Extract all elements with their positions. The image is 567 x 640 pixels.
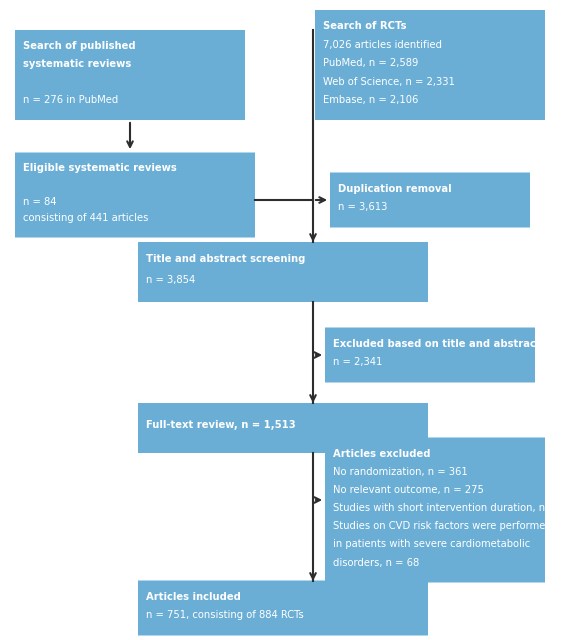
FancyBboxPatch shape — [138, 242, 428, 302]
Text: Articles included: Articles included — [146, 592, 241, 602]
Text: disorders, n = 68: disorders, n = 68 — [333, 557, 419, 568]
Text: Articles excluded: Articles excluded — [333, 449, 430, 459]
Text: Full-text review, n = 1,513: Full-text review, n = 1,513 — [146, 420, 295, 430]
Text: Search of RCTs: Search of RCTs — [323, 21, 407, 31]
Text: No randomization, n = 361: No randomization, n = 361 — [333, 467, 468, 477]
Text: consisting of 441 articles: consisting of 441 articles — [23, 214, 149, 223]
Text: n = 3,613: n = 3,613 — [338, 202, 387, 212]
Text: Embase, n = 2,106: Embase, n = 2,106 — [323, 95, 418, 105]
FancyBboxPatch shape — [15, 152, 255, 237]
Text: Excluded based on title and abstract: Excluded based on title and abstract — [333, 339, 540, 349]
Text: n = 3,854: n = 3,854 — [146, 275, 195, 285]
Text: Title and abstract screening: Title and abstract screening — [146, 254, 306, 264]
FancyBboxPatch shape — [15, 30, 245, 120]
Text: Studies with short intervention duration, n = 58: Studies with short intervention duration… — [333, 503, 567, 513]
FancyBboxPatch shape — [325, 328, 535, 383]
Text: in patients with severe cardiometabolic: in patients with severe cardiometabolic — [333, 540, 530, 550]
Text: Eligible systematic reviews: Eligible systematic reviews — [23, 163, 177, 173]
Text: Studies on CVD risk factors were performed: Studies on CVD risk factors were perform… — [333, 522, 552, 531]
Text: n = 276 in PubMed: n = 276 in PubMed — [23, 95, 119, 105]
Text: No relevant outcome, n = 275: No relevant outcome, n = 275 — [333, 485, 484, 495]
FancyBboxPatch shape — [138, 580, 428, 636]
Text: PubMed, n = 2,589: PubMed, n = 2,589 — [323, 58, 418, 68]
FancyBboxPatch shape — [330, 173, 530, 227]
Text: n = 2,341: n = 2,341 — [333, 357, 382, 367]
Text: n = 84: n = 84 — [23, 196, 57, 207]
FancyBboxPatch shape — [315, 10, 545, 120]
Text: 7,026 articles identified: 7,026 articles identified — [323, 40, 442, 50]
Text: systematic reviews: systematic reviews — [23, 60, 131, 69]
Text: Web of Science, n = 2,331: Web of Science, n = 2,331 — [323, 77, 455, 86]
Text: Duplication removal: Duplication removal — [338, 184, 452, 194]
Text: n = 751, consisting of 884 RCTs: n = 751, consisting of 884 RCTs — [146, 611, 304, 620]
Text: Search of published: Search of published — [23, 41, 136, 51]
FancyBboxPatch shape — [325, 438, 545, 582]
FancyBboxPatch shape — [138, 403, 428, 453]
